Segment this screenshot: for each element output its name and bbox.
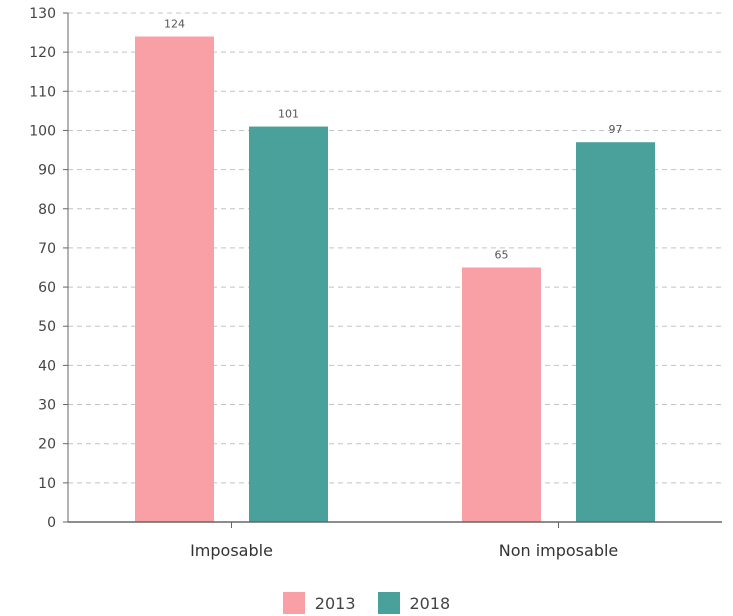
bars (135, 36, 655, 523)
axes (67, 13, 722, 528)
bar-2018-non-imposable (576, 142, 655, 522)
data-labels: 124 101 65 97 (164, 17, 623, 261)
bar-2013-imposable (135, 36, 214, 522)
y-tick-label-110: 110 (29, 84, 56, 100)
y-axis-ticks: 0 10 20 30 40 50 60 70 80 90 100 110 120 130 (29, 6, 68, 531)
legend-swatch-2013 (282, 592, 305, 614)
y-tick-label-0: 0 (47, 515, 56, 531)
y-tick-label-60: 60 (38, 280, 56, 296)
bar-2018-imposable (249, 126, 328, 523)
category-labels: Imposable Non imposable (190, 541, 618, 560)
y-tick-label-20: 20 (38, 437, 56, 453)
legend-item-2013: 2013 (282, 592, 356, 614)
y-tick-label-40: 40 (38, 358, 56, 374)
bar-2013-non-imposable (462, 267, 541, 522)
legend-label-2013: 2013 (314, 593, 356, 613)
data-label-2013-non-imposable: 65 (495, 249, 509, 262)
category-label-non-imposable: Non imposable (499, 541, 619, 560)
y-tick-label-90: 90 (38, 163, 56, 179)
category-label-imposable: Imposable (190, 541, 273, 560)
legend-item-2018: 2018 (377, 592, 451, 614)
y-tick-label-50: 50 (38, 319, 56, 335)
legend-swatch-2018 (377, 592, 400, 614)
y-tick-label-120: 120 (29, 45, 56, 61)
y-tick-label-130: 130 (29, 6, 56, 22)
bar-chart: 0 10 20 30 40 50 60 70 80 90 100 110 120 130 124 101 65… (29, 6, 722, 560)
y-tick-label-70: 70 (38, 241, 56, 257)
y-tick-label-30: 30 (38, 398, 56, 414)
y-tick-label-10: 10 (38, 476, 56, 492)
legend: 2013 2018 (0, 592, 733, 614)
y-tick-label-100: 100 (29, 123, 56, 139)
y-tick-label-80: 80 (38, 202, 56, 218)
legend-label-2018: 2018 (409, 593, 451, 613)
data-label-2013-imposable: 124 (164, 17, 185, 30)
data-label-2018-imposable: 101 (278, 108, 299, 121)
data-label-2018-non-imposable: 97 (609, 123, 623, 136)
